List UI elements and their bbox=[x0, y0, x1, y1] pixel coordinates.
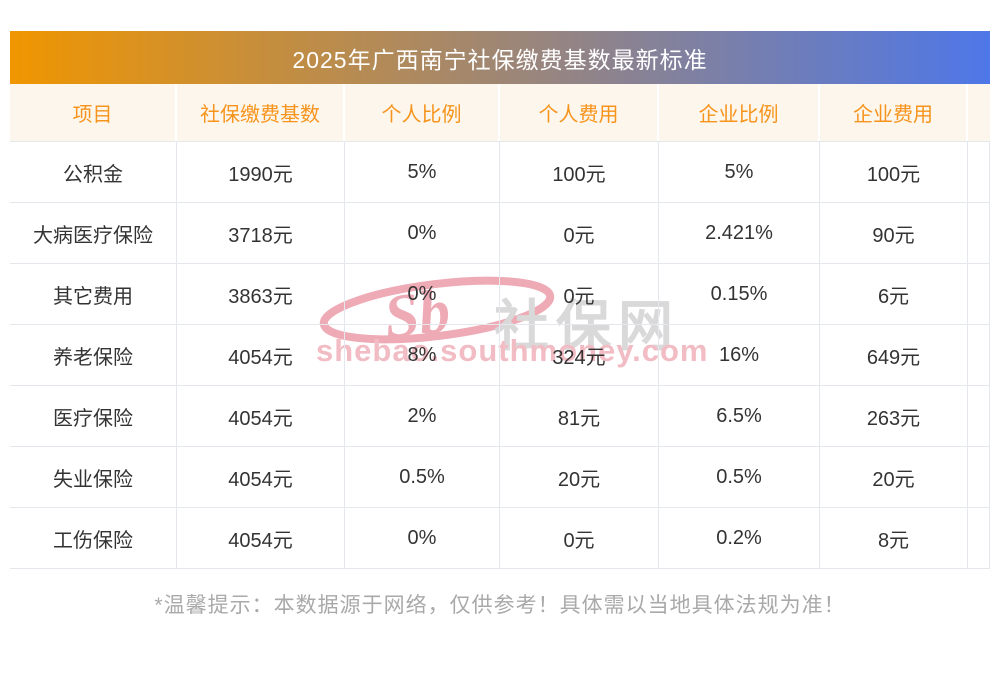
cell-base: 4054元 bbox=[177, 508, 345, 568]
cell-company-fee: 20元 bbox=[820, 447, 968, 507]
cell-spacer bbox=[968, 447, 990, 507]
cell-company-fee: 100元 bbox=[820, 142, 968, 202]
cell-company-rate: 6.5% bbox=[659, 386, 820, 446]
page-title: 2025年广西南宁社保缴费基数最新标准 bbox=[292, 46, 708, 73]
cell-item: 工伤保险 bbox=[10, 508, 177, 568]
cell-personal-rate: 0% bbox=[345, 264, 500, 324]
table-body: 公积金 1990元 5% 100元 5% 100元 大病医疗保险 3718元 0… bbox=[10, 141, 990, 569]
cell-personal-rate: 2% bbox=[345, 386, 500, 446]
header-cell-personal-fee: 个人费用 bbox=[500, 84, 659, 141]
cell-company-fee: 6元 bbox=[820, 264, 968, 324]
header-cell-base: 社保缴费基数 bbox=[177, 84, 345, 141]
cell-item: 医疗保险 bbox=[10, 386, 177, 446]
cell-company-fee: 649元 bbox=[820, 325, 968, 385]
header-cell-spacer bbox=[968, 84, 990, 141]
cell-company-rate: 2.421% bbox=[659, 203, 820, 263]
cell-item: 公积金 bbox=[10, 142, 177, 202]
cell-item: 其它费用 bbox=[10, 264, 177, 324]
cell-personal-fee: 20元 bbox=[500, 447, 659, 507]
cell-company-rate: 16% bbox=[659, 325, 820, 385]
cell-personal-fee: 0元 bbox=[500, 203, 659, 263]
table-row: 失业保险 4054元 0.5% 20元 0.5% 20元 bbox=[10, 446, 990, 507]
cell-item: 失业保险 bbox=[10, 447, 177, 507]
footer: *温馨提示：本数据源于网络，仅供参考！具体需以当地具体法规为准！ bbox=[0, 589, 1000, 619]
cell-base: 4054元 bbox=[177, 386, 345, 446]
cell-personal-rate: 0.5% bbox=[345, 447, 500, 507]
cell-personal-rate: 5% bbox=[345, 142, 500, 202]
cell-personal-fee: 324元 bbox=[500, 325, 659, 385]
cell-company-rate: 0.5% bbox=[659, 447, 820, 507]
footer-note: *温馨提示：本数据源于网络，仅供参考！具体需以当地具体法规为准！ bbox=[154, 594, 846, 617]
cell-spacer bbox=[968, 264, 990, 324]
cell-company-rate: 0.2% bbox=[659, 508, 820, 568]
cell-personal-fee: 0元 bbox=[500, 508, 659, 568]
cell-company-rate: 5% bbox=[659, 142, 820, 202]
cell-spacer bbox=[968, 142, 990, 202]
table-row: 其它费用 3863元 0% 0元 0.15% 6元 bbox=[10, 263, 990, 324]
title-bar: 2025年广西南宁社保缴费基数最新标准 bbox=[10, 31, 990, 84]
cell-personal-rate: 0% bbox=[345, 508, 500, 568]
cell-item: 养老保险 bbox=[10, 325, 177, 385]
table-row: 医疗保险 4054元 2% 81元 6.5% 263元 bbox=[10, 385, 990, 446]
table-row: 工伤保险 4054元 0% 0元 0.2% 8元 bbox=[10, 507, 990, 568]
header-cell-company-fee: 企业费用 bbox=[820, 84, 968, 141]
cell-item: 大病医疗保险 bbox=[10, 203, 177, 263]
cell-personal-rate: 8% bbox=[345, 325, 500, 385]
cell-base: 1990元 bbox=[177, 142, 345, 202]
header-cell-personal-rate: 个人比例 bbox=[345, 84, 500, 141]
cell-personal-fee: 100元 bbox=[500, 142, 659, 202]
cell-base: 3718元 bbox=[177, 203, 345, 263]
cell-base: 4054元 bbox=[177, 447, 345, 507]
cell-personal-fee: 0元 bbox=[500, 264, 659, 324]
cell-spacer bbox=[968, 386, 990, 446]
cell-spacer bbox=[968, 508, 990, 568]
table-row: 公积金 1990元 5% 100元 5% 100元 bbox=[10, 141, 990, 202]
header-cell-company-rate: 企业比例 bbox=[659, 84, 820, 141]
cell-company-fee: 8元 bbox=[820, 508, 968, 568]
cell-company-fee: 263元 bbox=[820, 386, 968, 446]
cell-personal-rate: 0% bbox=[345, 203, 500, 263]
cell-company-fee: 90元 bbox=[820, 203, 968, 263]
cell-spacer bbox=[968, 203, 990, 263]
table-row: 大病医疗保险 3718元 0% 0元 2.421% 90元 bbox=[10, 202, 990, 263]
cell-company-rate: 0.15% bbox=[659, 264, 820, 324]
cell-spacer bbox=[968, 325, 990, 385]
social-insurance-table: 项目 社保缴费基数 个人比例 个人费用 企业比例 企业费用 公积金 1990元 … bbox=[10, 84, 990, 569]
cell-personal-fee: 81元 bbox=[500, 386, 659, 446]
cell-base: 3863元 bbox=[177, 264, 345, 324]
cell-base: 4054元 bbox=[177, 325, 345, 385]
header-cell-item: 项目 bbox=[10, 84, 177, 141]
table-header-row: 项目 社保缴费基数 个人比例 个人费用 企业比例 企业费用 bbox=[10, 84, 990, 141]
table-row: 养老保险 4054元 8% 324元 16% 649元 bbox=[10, 324, 990, 385]
